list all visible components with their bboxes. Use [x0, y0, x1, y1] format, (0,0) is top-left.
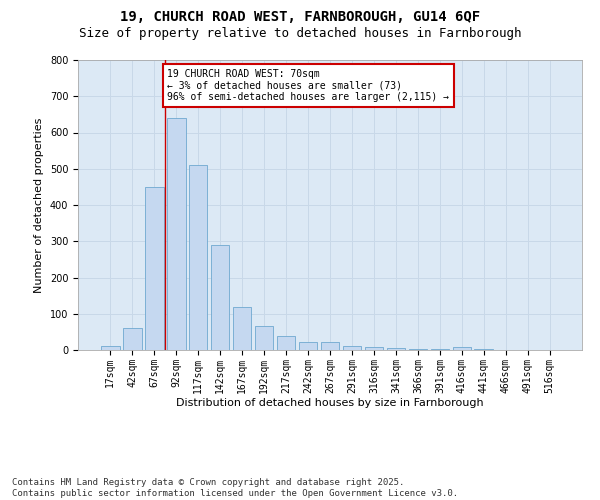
Bar	[365, 347, 383, 350]
Bar	[277, 336, 295, 350]
Bar	[409, 349, 427, 350]
Bar	[123, 328, 142, 350]
Bar	[299, 342, 317, 350]
Y-axis label: Number of detached properties: Number of detached properties	[34, 118, 44, 292]
Bar	[101, 346, 119, 350]
Bar	[343, 346, 361, 350]
Bar	[211, 245, 229, 350]
Bar	[255, 326, 274, 350]
Text: Contains HM Land Registry data © Crown copyright and database right 2025.
Contai: Contains HM Land Registry data © Crown c…	[12, 478, 458, 498]
Text: 19, CHURCH ROAD WEST, FARNBOROUGH, GU14 6QF: 19, CHURCH ROAD WEST, FARNBOROUGH, GU14 …	[120, 10, 480, 24]
Bar	[452, 347, 471, 350]
Bar	[320, 342, 340, 350]
Bar	[167, 118, 185, 350]
Bar	[233, 306, 251, 350]
Bar	[386, 348, 405, 350]
Bar	[189, 165, 208, 350]
Bar	[145, 187, 164, 350]
Text: Size of property relative to detached houses in Farnborough: Size of property relative to detached ho…	[79, 28, 521, 40]
Text: 19 CHURCH ROAD WEST: 70sqm
← 3% of detached houses are smaller (73)
96% of semi-: 19 CHURCH ROAD WEST: 70sqm ← 3% of detac…	[167, 69, 449, 102]
X-axis label: Distribution of detached houses by size in Farnborough: Distribution of detached houses by size …	[176, 398, 484, 408]
